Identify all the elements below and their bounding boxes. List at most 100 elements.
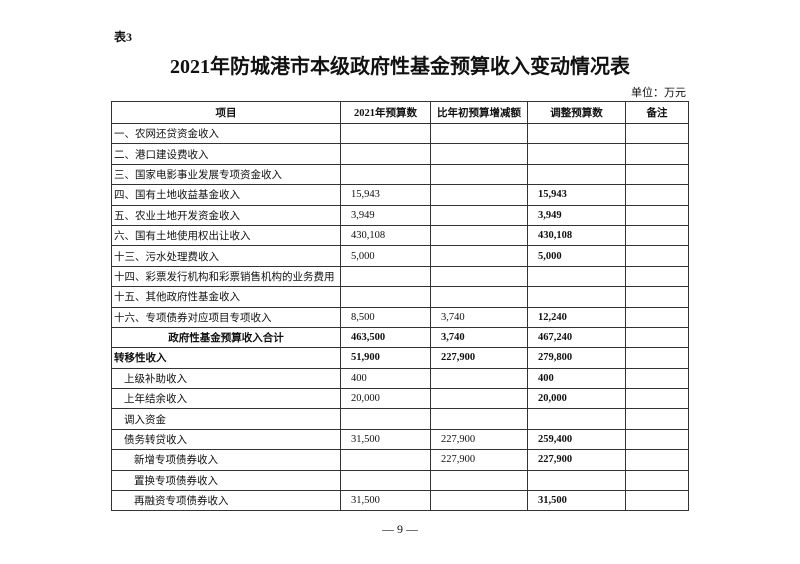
value-cell <box>430 184 528 206</box>
item-cell: 债务转贷收入 <box>111 428 341 451</box>
value-cell <box>625 388 689 410</box>
table-row: 债务转贷收入 31,500 227,900 259,400 <box>111 428 689 451</box>
item-cell: 调入资金 <box>111 408 341 430</box>
column-header: 备注 <box>625 101 689 124</box>
column-header: 2021年预算数 <box>340 101 431 124</box>
table-row: 一、农网还贷资金收入 <box>111 122 689 145</box>
value-cell: 15,943 <box>527 184 626 206</box>
value-cell <box>527 122 626 145</box>
value-cell: 15,943 <box>340 184 431 206</box>
value-cell <box>430 265 528 288</box>
item-cell: 四、国有土地收益基金收入 <box>111 184 341 206</box>
table-row: 十五、其他政府性基金收入 <box>111 286 689 308</box>
value-cell <box>430 143 528 165</box>
budget-table: 项目 2021年预算数 比年初预算增减额 调整预算数 备注 一、农网还贷资金收入 二、港口… <box>111 101 689 512</box>
title: 2021年防城港市本级政府性基金预算收入变动情况表 <box>170 56 630 78</box>
value-cell <box>625 449 689 471</box>
value-cell <box>340 469 431 492</box>
value-cell <box>625 163 689 186</box>
table-row: 调入资金 <box>111 408 689 430</box>
table-row: 转移性收入 51,900 227,900 279,800 <box>111 347 689 369</box>
table-row: 六、国有土地使用权出让收入 430,108 430,108 <box>111 224 689 247</box>
value-cell <box>625 469 689 492</box>
value-cell <box>527 408 626 430</box>
item-cell: 置换专项债券收入 <box>111 469 341 492</box>
item-cell: 政府性基金预算收入合计 <box>111 326 341 349</box>
item-cell: 十四、彩票发行机构和彩票销售机构的业务费用 <box>111 265 341 288</box>
table-row: 三、国家电影事业发展专项资金收入 <box>111 163 689 186</box>
item-cell: 新增专项债券收入 <box>111 449 341 471</box>
table-row: 上年结余收入 20,000 20,000 <box>111 388 689 410</box>
table-row: 十三、污水处理费收入 5,000 5,000 <box>111 245 689 267</box>
value-cell: 400 <box>340 367 431 390</box>
value-cell <box>430 388 528 410</box>
item-cell: 五、农业土地开发资金收入 <box>111 204 341 226</box>
value-cell <box>625 490 689 512</box>
value-cell <box>527 469 626 492</box>
value-cell <box>625 286 689 308</box>
value-cell <box>625 143 689 165</box>
value-cell <box>430 224 528 247</box>
value-cell: 3,949 <box>527 204 626 226</box>
value-cell <box>340 163 431 186</box>
value-cell: 51,900 <box>340 347 431 369</box>
table-row: 置换专项债券收入 <box>111 469 689 492</box>
value-cell: 430,108 <box>340 224 431 247</box>
value-cell <box>527 163 626 186</box>
value-cell: 8,500 <box>340 306 431 328</box>
value-cell <box>340 286 431 308</box>
value-cell <box>430 204 528 226</box>
table-row: 再融资专项债券收入 31,500 31,500 <box>111 490 689 512</box>
value-cell: 400 <box>527 367 626 390</box>
value-cell: 20,000 <box>527 388 626 410</box>
column-header: 调整预算数 <box>527 101 626 124</box>
value-cell <box>625 184 689 206</box>
header-row: 项目 2021年预算数 比年初预算增减额 调整预算数 备注 <box>111 101 689 124</box>
value-cell <box>430 469 528 492</box>
value-cell: 463,500 <box>340 326 431 349</box>
value-cell: 5,000 <box>527 245 626 267</box>
value-cell <box>340 408 431 430</box>
item-cell: 二、港口建设费收入 <box>111 143 341 165</box>
value-cell <box>340 265 431 288</box>
value-cell <box>625 204 689 226</box>
value-cell <box>625 265 689 288</box>
value-cell: 227,900 <box>430 347 528 369</box>
table-row: 十四、彩票发行机构和彩票销售机构的业务费用 <box>111 265 689 288</box>
value-cell: 467,240 <box>527 326 626 349</box>
value-cell: 5,000 <box>340 245 431 267</box>
item-cell: 三、国家电影事业发展专项资金收入 <box>111 163 341 186</box>
item-cell: 再融资专项债券收入 <box>111 490 341 512</box>
unit: 单位：万元 <box>631 87 686 99</box>
table-row: 十六、专项债券对应项目专项收入 8,500 3,740 12,240 <box>111 306 689 328</box>
value-cell: 3,949 <box>340 204 431 226</box>
item-cell: 一、农网还贷资金收入 <box>111 122 341 145</box>
value-cell <box>625 367 689 390</box>
value-cell <box>527 286 626 308</box>
column-header: 项目 <box>111 101 341 124</box>
value-cell <box>340 143 431 165</box>
table-row: 政府性基金预算收入合计 463,500 3,740 467,240 <box>111 326 689 349</box>
item-cell: 上级补助收入 <box>111 367 341 390</box>
value-cell: 227,900 <box>527 449 626 471</box>
value-cell: 31,500 <box>340 428 431 451</box>
value-cell: 31,500 <box>340 490 431 512</box>
table-label: 表3 <box>114 30 133 44</box>
value-cell <box>430 490 528 512</box>
column-header: 比年初预算增减额 <box>430 101 528 124</box>
value-cell: 279,800 <box>527 347 626 369</box>
value-cell <box>340 122 431 145</box>
value-cell: 12,240 <box>527 306 626 328</box>
table-row: 五、农业土地开发资金收入 3,949 3,949 <box>111 204 689 226</box>
item-cell: 十六、专项债券对应项目专项收入 <box>111 306 341 328</box>
value-cell <box>430 245 528 267</box>
value-cell <box>625 326 689 349</box>
value-cell <box>527 143 626 165</box>
table-row: 二、港口建设费收入 <box>111 143 689 165</box>
item-cell: 转移性收入 <box>111 347 341 369</box>
value-cell: 227,900 <box>430 428 528 451</box>
value-cell <box>430 367 528 390</box>
page-number: — 9 — <box>382 522 418 536</box>
value-cell <box>625 306 689 328</box>
